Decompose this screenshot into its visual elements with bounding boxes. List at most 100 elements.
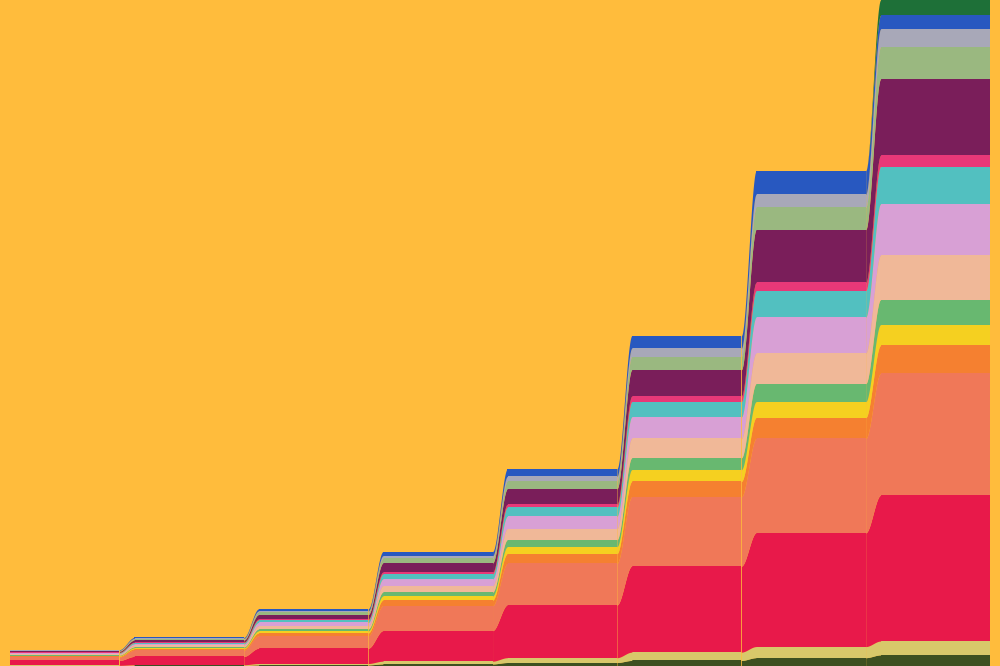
Bar — [383, 579, 493, 586]
Bar — [507, 563, 617, 605]
Bar — [383, 586, 493, 592]
Bar — [259, 663, 368, 665]
Bar — [134, 648, 244, 649]
Bar — [383, 600, 493, 605]
Bar — [507, 516, 617, 529]
Bar — [134, 637, 244, 639]
Bar — [881, 15, 990, 29]
Bar — [507, 507, 617, 516]
Bar — [259, 620, 368, 623]
Bar — [756, 282, 866, 290]
Bar — [881, 29, 990, 47]
Bar — [383, 664, 493, 666]
Bar — [134, 649, 244, 650]
Bar — [383, 572, 493, 574]
Bar — [134, 639, 244, 640]
Bar — [259, 631, 368, 633]
Bar — [632, 417, 741, 438]
Bar — [881, 155, 990, 166]
Bar — [756, 170, 866, 194]
Bar — [507, 605, 617, 658]
Bar — [632, 470, 741, 482]
Bar — [259, 626, 368, 629]
Bar — [259, 612, 368, 615]
Bar — [134, 657, 244, 665]
Bar — [259, 611, 368, 612]
Bar — [507, 469, 617, 476]
Bar — [507, 658, 617, 663]
Bar — [383, 563, 493, 572]
Bar — [10, 656, 119, 657]
Bar — [632, 402, 741, 417]
Bar — [881, 325, 990, 346]
Bar — [632, 661, 741, 666]
Bar — [881, 47, 990, 79]
Bar — [632, 458, 741, 470]
Bar — [881, 79, 990, 155]
Bar — [259, 633, 368, 636]
Bar — [383, 592, 493, 596]
Bar — [383, 555, 493, 559]
Bar — [507, 476, 617, 481]
Bar — [134, 647, 244, 648]
Bar — [507, 481, 617, 489]
Bar — [259, 648, 368, 663]
Bar — [507, 539, 617, 547]
Bar — [756, 317, 866, 353]
Bar — [881, 300, 990, 325]
Bar — [507, 553, 617, 563]
Bar — [756, 658, 866, 666]
Bar — [881, 255, 990, 300]
Bar — [507, 663, 617, 666]
Bar — [10, 654, 119, 655]
Bar — [881, 496, 990, 641]
Bar — [881, 655, 990, 666]
Bar — [632, 336, 741, 348]
Bar — [259, 623, 368, 626]
Bar — [881, 346, 990, 373]
Bar — [632, 652, 741, 661]
Bar — [134, 650, 244, 657]
Bar — [756, 353, 866, 384]
Bar — [383, 661, 493, 664]
Bar — [881, 166, 990, 204]
Bar — [881, 204, 990, 255]
Bar — [756, 647, 866, 658]
Bar — [134, 640, 244, 642]
Bar — [632, 482, 741, 497]
Bar — [383, 631, 493, 661]
Bar — [756, 384, 866, 402]
Bar — [134, 645, 244, 647]
Bar — [632, 438, 741, 458]
Bar — [756, 194, 866, 207]
Bar — [632, 396, 741, 402]
Bar — [507, 529, 617, 539]
Bar — [756, 418, 866, 438]
Bar — [259, 619, 368, 620]
Bar — [10, 651, 119, 652]
Bar — [881, 641, 990, 655]
Bar — [756, 402, 866, 418]
Bar — [881, 0, 990, 15]
Bar — [10, 653, 119, 654]
Bar — [632, 370, 741, 396]
Bar — [507, 547, 617, 553]
Bar — [259, 609, 368, 611]
Bar — [632, 497, 741, 566]
Bar — [756, 533, 866, 647]
Bar — [383, 574, 493, 579]
Bar — [756, 207, 866, 230]
Bar — [259, 629, 368, 631]
Bar — [632, 566, 741, 652]
Bar — [10, 661, 119, 665]
Bar — [259, 665, 368, 666]
Bar — [383, 605, 493, 631]
Bar — [10, 657, 119, 661]
Bar — [259, 636, 368, 648]
Bar — [632, 356, 741, 370]
Bar — [632, 348, 741, 356]
Bar — [756, 230, 866, 282]
Bar — [507, 489, 617, 504]
Bar — [383, 596, 493, 600]
Bar — [507, 504, 617, 507]
